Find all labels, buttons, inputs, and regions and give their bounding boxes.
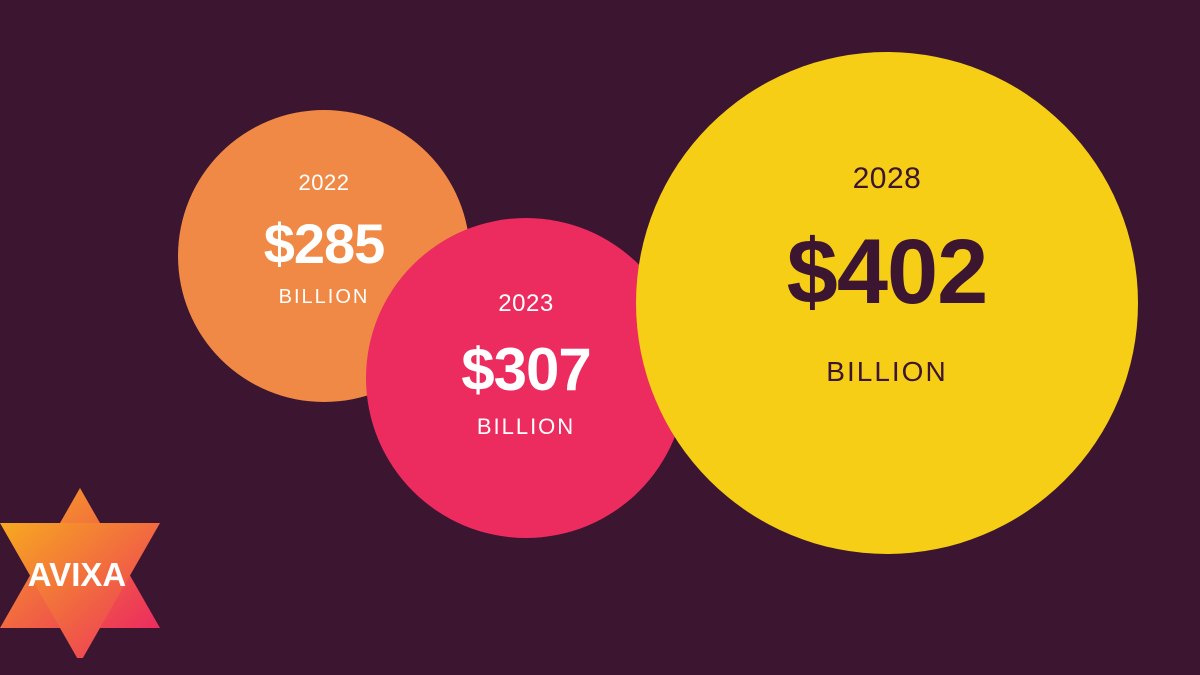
avixa-logo-text: AVIXA (28, 556, 126, 593)
bubble-2023-unit: BILLION (477, 414, 575, 440)
bubble-2028: 2028 $402 BILLION (636, 52, 1138, 554)
avixa-logo: AVIXA (0, 488, 190, 658)
bubble-2023-year: 2023 (498, 290, 553, 318)
bubble-2023-value: $307 (461, 340, 590, 400)
bubble-2028-unit: BILLION (826, 356, 947, 388)
bubble-2028-year: 2028 (853, 162, 922, 196)
bubble-2022-value: $285 (264, 216, 385, 272)
infographic-canvas: 2022 $285 BILLION 2023 $307 BILLION 2028 $402 BI… (0, 0, 1200, 675)
bubble-2028-value: $402 (787, 226, 988, 318)
bubble-2022-unit: BILLION (279, 286, 370, 309)
bubble-2022-year: 2022 (299, 170, 350, 196)
